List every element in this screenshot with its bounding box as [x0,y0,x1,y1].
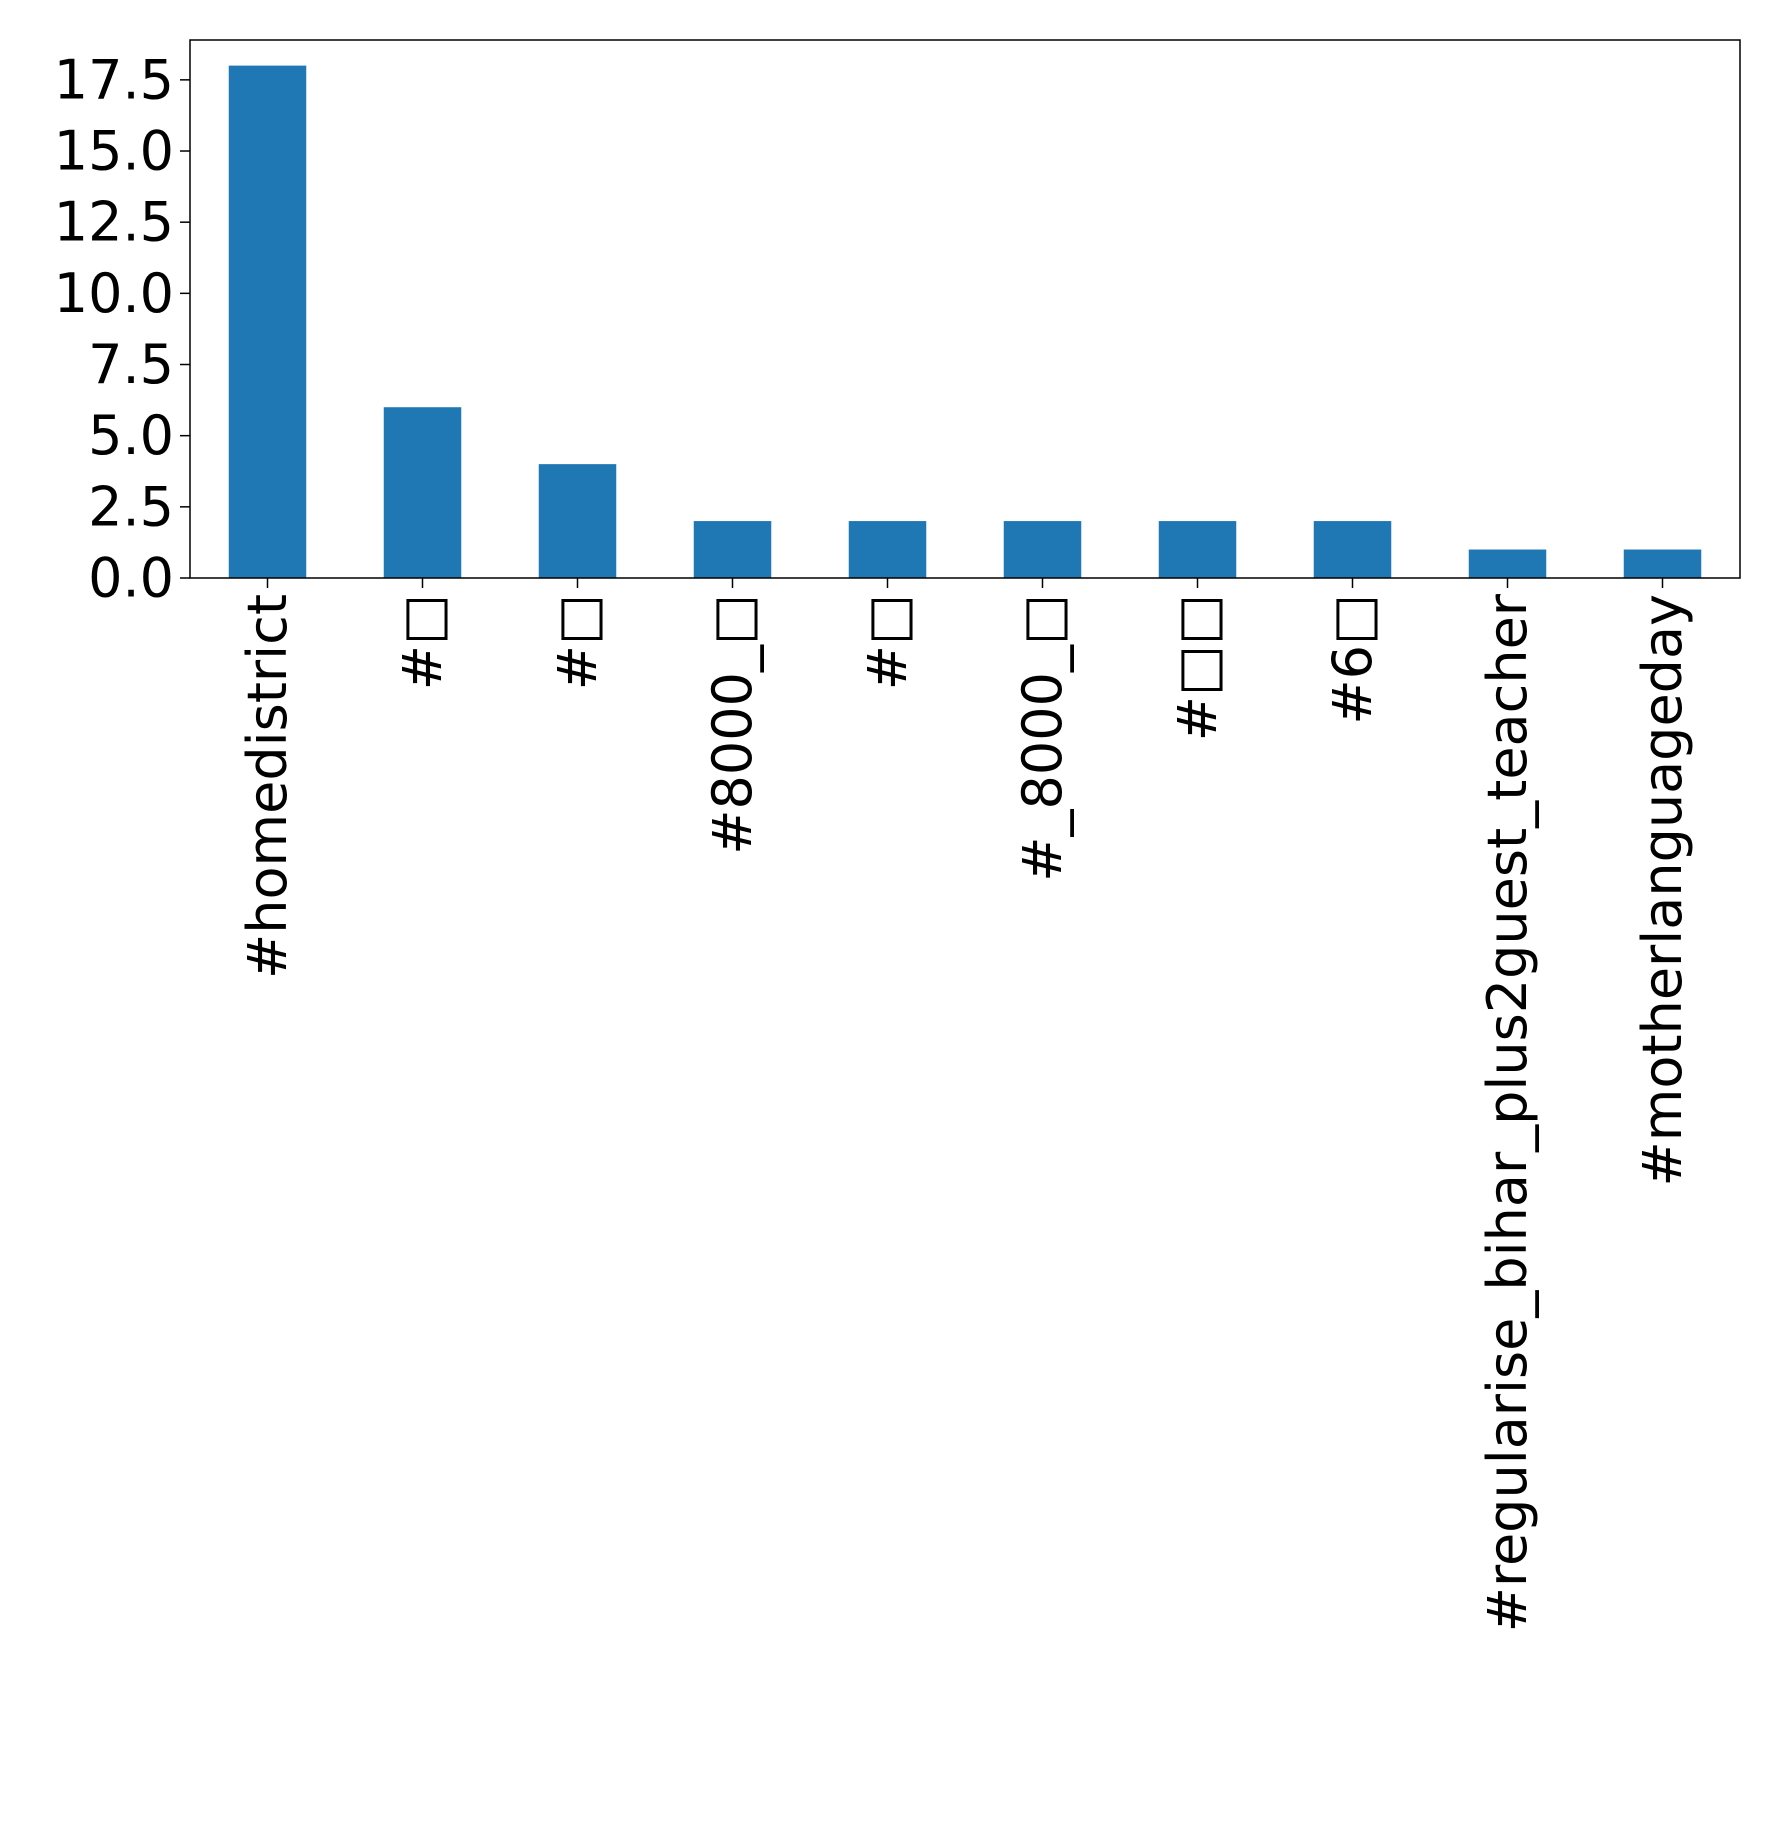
bar-1 [383,407,462,578]
y-tick-label-3: 7.5 [88,333,174,396]
bar-7 [1313,521,1392,578]
plot-frame [189,39,1741,579]
y-tick-label-4: 10.0 [54,262,174,325]
bar-5 [1003,521,1082,578]
x-axis: #homedistrict #□ #□ #8000_□ #□ #_8000_□ #□□ #6□… [236,578,1694,1632]
bars-group [228,65,1702,579]
y-tick-label-1: 2.5 [88,475,174,538]
y-tick-label-6: 15.0 [54,120,174,183]
bar-9 [1623,549,1702,578]
y-tick-label-7: 17.5 [54,48,174,111]
bar-8 [1468,549,1547,578]
x-tick-label-1: #□ [391,594,454,690]
x-tick-label-9: #motherlanguageday [1631,594,1694,1186]
bar-0 [228,65,307,579]
y-axis: 0.0 2.5 5.0 7.5 10.0 12.5 15.0 17.5 [54,48,190,610]
x-tick-label-0: #homedistrict [236,594,299,979]
x-tick-label-7: #6□ [1321,594,1384,725]
x-tick-label-2: #□ [546,594,609,690]
bar-3 [693,521,772,578]
y-tick-label-2: 5.0 [88,404,174,467]
bar-6 [1158,521,1237,578]
y-tick-label-0: 0.0 [88,547,174,610]
x-tick-label-3: #8000_□ [701,594,764,855]
x-tick-label-8: #regularise_bihar_plus2guest_teacher [1476,593,1539,1632]
y-tick-label-5: 12.5 [54,191,174,254]
bar-4 [848,521,927,578]
x-tick-label-5: #_8000_□ [1011,594,1074,882]
x-tick-label-4: #□ [856,594,919,690]
x-tick-label-6: #□□ [1166,594,1229,741]
bar-2 [538,464,617,578]
